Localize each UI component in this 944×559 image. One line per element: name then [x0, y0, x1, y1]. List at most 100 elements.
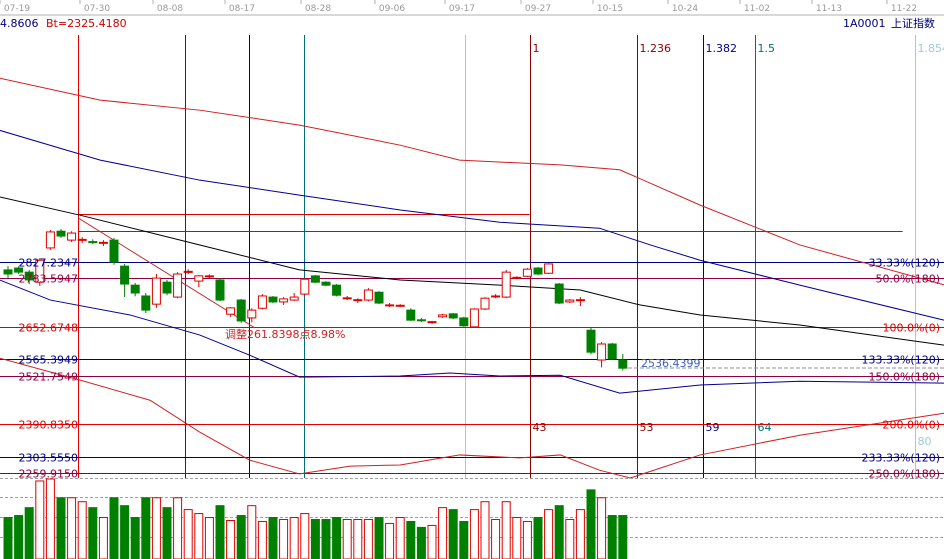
- candle: [183, 269, 193, 275]
- candle: [35, 257, 45, 286]
- time-count-label: 59: [706, 421, 720, 434]
- candle: [406, 308, 416, 321]
- price-level-value: 2827.2347: [19, 257, 79, 270]
- overlay-layer: [0, 35, 944, 479]
- candle-body: [247, 309, 257, 319]
- candle-body: [321, 281, 331, 286]
- candle: [130, 282, 140, 297]
- volume-bar: [215, 505, 225, 559]
- candle: [268, 295, 278, 304]
- index-code: 1A0001: [843, 17, 886, 30]
- candle-body: [353, 299, 363, 302]
- volume-bar: [300, 513, 310, 559]
- candle: [310, 275, 320, 283]
- candle: [67, 231, 77, 242]
- volume-bar: [247, 505, 257, 559]
- candle: [141, 292, 151, 314]
- time-ratio-label: 1.236: [640, 42, 672, 55]
- candle-body: [236, 299, 246, 322]
- candle: [427, 320, 437, 324]
- volume-bar: [565, 518, 575, 559]
- candle-body: [618, 359, 628, 369]
- candle-body: [310, 275, 320, 283]
- candle: [109, 237, 119, 265]
- candle: [289, 292, 299, 302]
- volume-bar: [353, 518, 363, 559]
- candle-body: [416, 319, 426, 322]
- index-name: 上证指数: [891, 16, 935, 30]
- candle-body: [56, 230, 66, 237]
- volume-bar: [448, 509, 458, 559]
- price-level-value: 2259.9150: [19, 468, 79, 481]
- header-left-value: 4.8606: [0, 17, 39, 30]
- candle-body: [544, 263, 554, 274]
- candle-body: [385, 304, 395, 307]
- candle-body: [427, 321, 437, 324]
- candle: [438, 313, 448, 318]
- date-label: 10-24: [672, 4, 698, 14]
- price-level-value: 2521.7549: [19, 371, 79, 384]
- volume-bar: [480, 501, 490, 559]
- volume-bar: [406, 520, 416, 559]
- price-level-percent: 100.0%(0): [882, 322, 940, 335]
- date-label: 11-22: [891, 4, 917, 14]
- candle-body: [480, 297, 490, 310]
- moving-average-line: [0, 196, 944, 346]
- candle: [98, 240, 108, 247]
- candle: [575, 297, 585, 307]
- time-count-label: 53: [640, 421, 654, 434]
- volume-bar: [289, 517, 299, 559]
- volume-bar: [88, 507, 98, 559]
- candle-body: [130, 284, 140, 294]
- price-level-percent: 233.33%(120): [861, 452, 940, 465]
- volume-bar: [268, 517, 278, 559]
- candle-body: [438, 314, 448, 318]
- volume-bar: [226, 519, 236, 559]
- candle: [204, 274, 214, 279]
- volume-bar: [554, 505, 564, 559]
- candles-layer: [3, 228, 628, 371]
- bt-value: Bt=2325.4180: [46, 17, 127, 30]
- volume-bar: [416, 526, 426, 559]
- candle-body: [501, 271, 511, 298]
- volume-bar: [501, 501, 511, 559]
- adjustment-annotation: 调整261.8398点8.98%: [225, 327, 345, 341]
- volume-bar: [342, 518, 352, 559]
- date-label: 07-19: [4, 4, 30, 14]
- volume-bar: [279, 518, 289, 559]
- volume-bar: [586, 489, 596, 559]
- candle-body: [469, 308, 479, 328]
- time-ratio-label: 1.382: [706, 42, 738, 55]
- price-level-percent: 150.0%(180): [868, 371, 940, 384]
- volume-bar: [363, 518, 373, 559]
- volume-bar: [120, 505, 130, 559]
- moving-average-line: [0, 129, 944, 321]
- candle: [226, 307, 236, 317]
- price-level-percent: 200.0%(0): [882, 419, 940, 432]
- candle-body: [24, 271, 34, 281]
- candle-body: [342, 297, 352, 300]
- candle: [512, 276, 522, 280]
- price-level-value: 2303.5550: [19, 452, 79, 465]
- candle-body: [363, 289, 373, 301]
- volume-bar: [194, 513, 204, 559]
- volume-bar: [3, 517, 13, 559]
- volume-bar: [374, 517, 384, 559]
- moving-average-line: [0, 77, 944, 286]
- volume-bar: [618, 515, 628, 559]
- date-label: 08-17: [229, 4, 255, 14]
- volume-bar: [67, 497, 77, 559]
- candle-body: [14, 267, 24, 273]
- candle-body: [533, 267, 543, 275]
- candle: [88, 239, 98, 245]
- candle: [480, 297, 490, 311]
- candle-body: [279, 298, 289, 303]
- candle: [56, 228, 66, 238]
- candle-body: [459, 317, 469, 327]
- time-count-label: 43: [533, 421, 547, 434]
- candle: [194, 275, 204, 288]
- time-ratio-label: 1.854: [918, 42, 944, 55]
- volume-bar: [385, 522, 395, 559]
- candle: [491, 294, 501, 299]
